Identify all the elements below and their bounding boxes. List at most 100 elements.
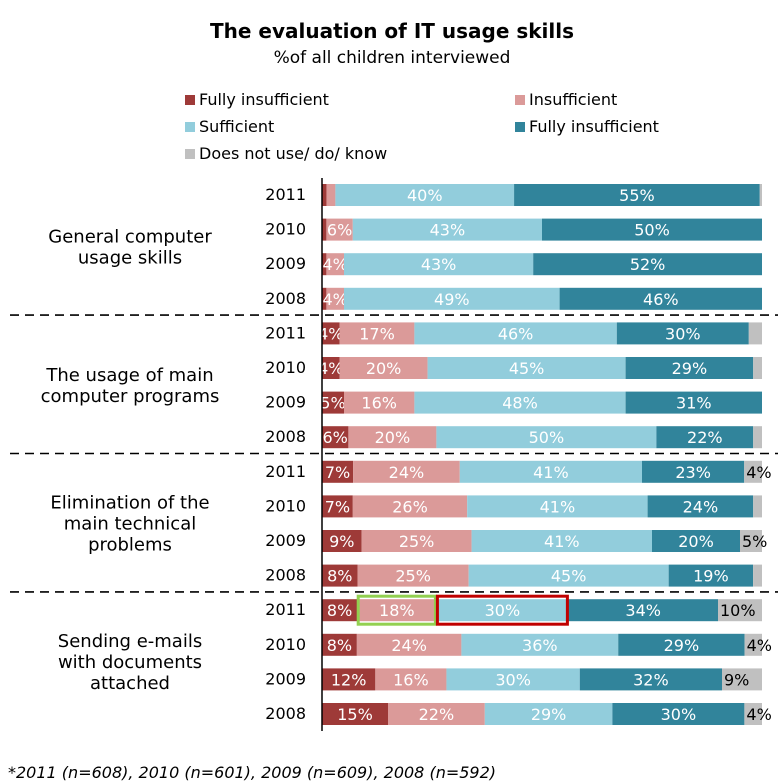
bar-segment-fs [612,703,745,725]
data-label: 24% [389,463,425,482]
bar-segment-fi [322,599,358,622]
data-label: 45% [509,359,545,378]
bar-segment-dn [718,599,762,622]
data-label: 4% [746,463,771,482]
bar-segment-in [348,426,437,449]
bar-segment-fs [568,599,718,622]
legend-swatch-dn [185,149,195,159]
bar-segment-fi [322,668,376,691]
bar-segment-fi [322,703,388,725]
year-label: 2010 [265,496,306,515]
bar-segment-dn [759,184,762,206]
data-label: 16% [393,670,429,689]
plot-area: 2011 40% 55% 2010 6% 43% 50% 2009 4% 43% 52% 2008 4%… [10,178,778,731]
data-label: 7% [325,497,350,516]
bar-segment-in [375,668,447,691]
bar-segment-dn [722,668,762,691]
data-label: 52% [630,255,666,274]
bar-segment-fs [668,564,754,587]
bar-segment-fi [322,357,340,379]
chart-title: The evaluation of IT usage skills [210,19,574,43]
data-label: 25% [399,532,435,551]
bar-segment-fi [322,426,349,449]
bar-segment-su [484,703,613,725]
data-label: 41% [540,497,576,516]
bar-segment-su [446,668,580,691]
data-label: 4% [318,359,343,378]
group-label-line: Sending e-mails [58,631,202,652]
bar-segment-in [344,391,415,414]
bar-segment-fs [618,633,745,656]
year-label: 2008 [265,704,306,723]
bar-segment-in [357,599,437,622]
bar-segment-fi [322,391,344,414]
data-label: 24% [391,636,427,655]
year-label: 2009 [265,531,306,550]
data-label: 30% [661,705,697,724]
data-label: 34% [625,601,661,620]
bar-segment-su [459,460,642,483]
data-label: 6% [327,221,352,240]
data-label: 5% [320,394,345,413]
year-label: 2010 [265,220,306,239]
bar-segment-fs [616,322,749,345]
data-label: 23% [675,463,711,482]
legend-label-in: Insufficient [529,90,617,109]
bar-segment-su [414,391,626,414]
bar-segment-in [352,495,468,518]
bar-segment-fi [322,218,327,241]
group-label-line: usage skills [78,247,182,268]
bar-segment-su [427,357,626,379]
bar-segment-su [344,287,560,310]
bar-segment-fi [322,530,362,552]
highlight-box [356,594,437,626]
data-label: 29% [672,359,708,378]
data-label: 30% [485,601,521,620]
bar-segment-in [326,253,344,276]
data-label: 22% [419,705,455,724]
data-label: 19% [693,567,729,586]
data-label: 31% [676,394,712,413]
group-label: Elimination of the main technical problems [50,493,209,556]
year-label: 2009 [265,669,306,688]
data-label: 20% [375,428,411,447]
group-label: General computer usage skills [48,226,212,268]
bar-segment-dn [753,495,762,518]
data-label: 29% [531,705,567,724]
data-label: 36% [522,636,558,655]
bar-segment-su [436,426,657,449]
bar-segment-in [353,460,460,483]
bar-segment-in [326,218,353,241]
group-label-line: computer programs [41,386,220,407]
year-label: 2010 [265,635,306,654]
legend-label-fi: Fully insufficient [199,90,329,109]
bar-segment-su [468,564,669,587]
data-label: 15% [337,705,373,724]
data-label: 26% [392,497,428,516]
bar-segment-fs [656,426,754,449]
bar-segment-in [339,357,428,379]
bar-segment-dn [744,633,762,656]
bar-segment-su [471,530,652,552]
bar-segment-in [388,703,485,725]
data-label: 30% [665,324,701,343]
group-label-line: problems [88,535,172,556]
bar-segment-dn [744,703,762,725]
footnote: *2011 (n=608), 2010 (n=601), 2009 (n=609… [8,763,496,782]
data-label: 48% [502,394,538,413]
bar-segment-fi [322,564,358,587]
data-label: 8% [327,601,352,620]
bar-segment-fi [322,287,327,310]
bar-segment-dn [748,322,762,345]
data-label: 50% [634,221,670,240]
bar-segment-fs [533,253,762,276]
data-label: 43% [421,255,457,274]
group-label-line: with documents [58,652,202,673]
bar-segment-in [326,287,344,310]
legend-label-fs: Fully insufficient [529,117,659,136]
chart-subtitle: %of all children interviewed [274,48,511,68]
data-label: 4% [747,636,772,655]
bar-segment-fs [625,357,754,379]
year-label: 2008 [265,566,306,585]
